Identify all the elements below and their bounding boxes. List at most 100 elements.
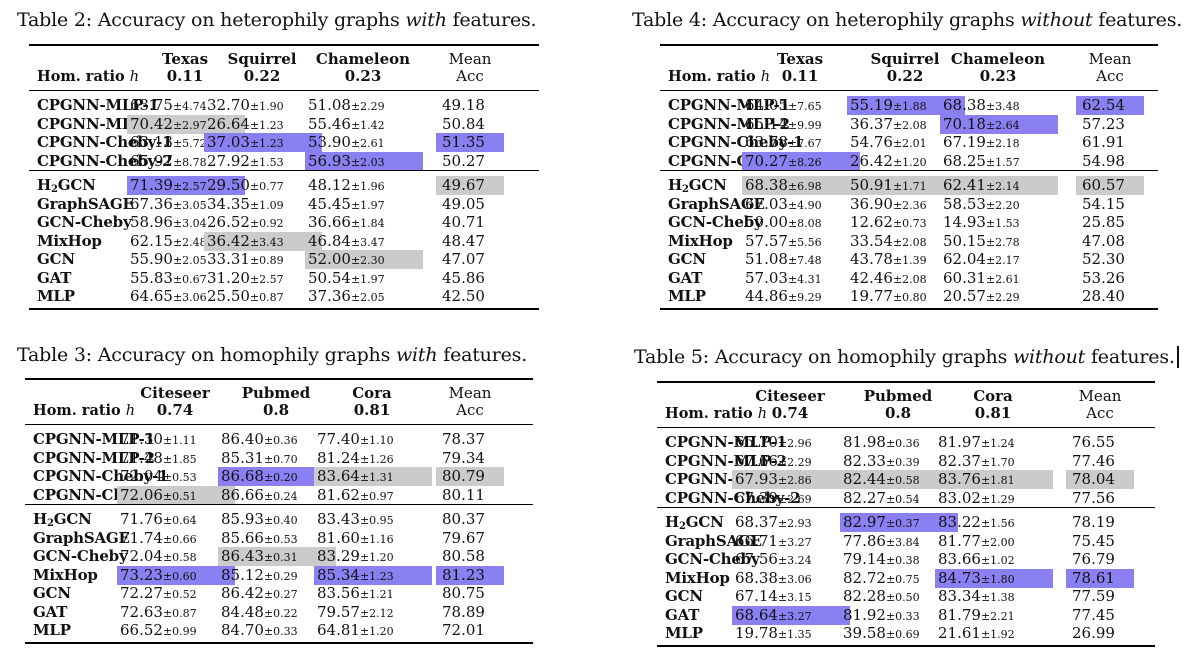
accuracy-mean: 63.13 [130, 133, 173, 151]
caption-emphasis: without [1020, 9, 1093, 31]
mean-accuracy-cell: 80.37 [436, 510, 504, 529]
accuracy-cell: 42.46±2.08 [847, 269, 965, 288]
accuracy-std: ±1.39 [892, 254, 927, 267]
accuracy-cell: 82.33±0.39 [840, 452, 958, 471]
caption-suffix: features. [1092, 9, 1183, 31]
accuracy-cell: 83.56±1.21 [314, 584, 432, 603]
mean-accuracy-cell: 77.59 [1066, 587, 1134, 606]
accuracy-cell: 82.44±0.58 [840, 470, 958, 489]
accuracy-mean: 70.18 [943, 114, 986, 133]
accuracy-std: ±1.71 [892, 180, 927, 193]
column-header-mean-acc: Mean Acc [1070, 51, 1150, 85]
accuracy-mean: 66.71 [735, 531, 778, 550]
accuracy-std: ±1.97 [350, 272, 385, 286]
accuracy-cell: 82.72±0.75 [840, 569, 958, 588]
model-name-text: GAT [665, 605, 700, 624]
accuracy-cell: 85.31±0.70 [218, 449, 336, 468]
model-name-text: GraphSAGE [668, 194, 765, 213]
column-hom-ratio: 0.74 [156, 401, 194, 419]
accuracy-cell: 67.39±2.69 [732, 489, 850, 508]
accuracy-cell: 71.30±1.11 [117, 430, 235, 449]
mean-accuracy-value: 28.40 [1082, 287, 1125, 305]
accuracy-mean: 82.37 [938, 451, 981, 470]
accuracy-mean: 68.38 [745, 176, 788, 194]
accuracy-mean: 85.34 [317, 565, 360, 584]
accuracy-mean: 65.97 [130, 151, 173, 170]
accuracy-std: ±1.81 [980, 474, 1015, 487]
accuracy-mean: 45.45 [308, 194, 351, 213]
accuracy-std: ±1.84 [350, 217, 385, 230]
model-name: MixHop [33, 566, 98, 585]
accuracy-mean: 85.31 [221, 448, 264, 467]
accuracy-std: ±0.24 [263, 489, 298, 503]
accuracy-cell: 85.93±0.40 [218, 510, 336, 529]
model-name: CPGNN-MLP-2 [668, 115, 790, 134]
mean-accuracy-cell: 61.91 [1076, 133, 1144, 152]
accuracy-std: ±8.78 [172, 155, 207, 169]
accuracy-cell: 82.37±1.70 [935, 452, 1053, 471]
accuracy-std: ±0.20 [263, 471, 298, 484]
model-name-text: CPGNN-MLP-1 [33, 430, 155, 448]
mean-accuracy-cell: 54.98 [1076, 152, 1144, 171]
model-name-subscript: 2 [681, 184, 689, 195]
accuracy-std: ±2.14 [985, 180, 1020, 193]
model-name: CPGNN-Cheby-2 [665, 489, 801, 508]
accuracy-std: ±7.65 [787, 100, 822, 113]
model-name-subscript: 2 [678, 521, 686, 532]
accuracy-cell: 65.97±8.78 [127, 152, 245, 171]
accuracy-std: ±2.86 [777, 474, 812, 487]
accuracy-mean: 50.91 [850, 176, 893, 194]
accuracy-mean: 56.93 [308, 151, 351, 170]
accuracy-std: ±8.08 [787, 217, 822, 230]
accuracy-std: ±3.43 [249, 235, 284, 249]
accuracy-mean: 55.83 [130, 268, 173, 287]
accuracy-mean: 67.66 [735, 451, 778, 470]
accuracy-mean: 81.24 [317, 448, 360, 467]
accuracy-cell: 81.62±0.97 [314, 486, 432, 505]
accuracy-std: ±0.36 [885, 437, 920, 450]
mean-header-line1: Mean [448, 50, 492, 68]
accuracy-std: ±5.72 [172, 137, 207, 150]
mean-accuracy-cell: 79.67 [436, 529, 504, 548]
accuracy-cell: 26.64±1.23 [204, 115, 322, 134]
accuracy-mean: 72.63 [120, 602, 163, 621]
accuracy-cell: 14.93±1.53 [940, 213, 1058, 232]
accuracy-mean: 58.53 [943, 194, 986, 213]
accuracy-cell: 53.90±2.61 [305, 133, 423, 152]
accuracy-mean: 82.97 [843, 513, 886, 531]
hom-ratio-var: h [125, 403, 136, 419]
accuracy-mean: 34.35 [207, 194, 250, 213]
caption-suffix: features. [446, 9, 537, 31]
table-row: GraphSAGE 67.36±3.05 34.35±1.09 45.45±1.97 4… [29, 195, 539, 214]
model-name-tail: GCN [685, 513, 724, 531]
accuracy-std: ±0.66 [162, 532, 197, 546]
table-row: H2GCN 71.76±0.64 85.93±0.40 83.43±0.95 80.37 [25, 510, 533, 529]
accuracy-mean: 72.04 [120, 467, 163, 485]
accuracy-std: ±2.78 [985, 235, 1020, 249]
accuracy-mean: 14.93 [943, 213, 986, 231]
accuracy-mean: 86.68 [221, 467, 264, 485]
hom-ratio-label: Hom. ratio h [33, 402, 135, 419]
accuracy-cell: 52.00±2.30 [305, 250, 423, 269]
accuracy-std: ±0.33 [885, 609, 920, 623]
column-hom-ratio: 0.8 [262, 401, 290, 419]
accuracy-std: ±4.31 [787, 272, 822, 286]
model-name-tail: GCN [53, 510, 92, 528]
accuracy-mean: 82.72 [843, 568, 886, 587]
column-header-texas: Texas 0.11 [750, 51, 850, 85]
accuracy-cell: 86.66±0.24 [218, 486, 336, 505]
accuracy-mean: 63.75 [130, 96, 173, 114]
accuracy-std: ±1.26 [359, 452, 394, 466]
group-rule [660, 170, 1158, 171]
model-name: GraphSAGE [665, 532, 762, 551]
mean-header-line1: Mean [1088, 50, 1132, 68]
mean-header-line2: Acc [1096, 67, 1124, 85]
accuracy-mean: 44.86 [745, 287, 788, 305]
mean-accuracy-cell: 42.50 [436, 287, 504, 306]
column-header-citeseer: Citeseer 0.74 [125, 385, 225, 419]
accuracy-cell: 72.63±0.87 [117, 603, 235, 622]
accuracy-mean: 26.52 [207, 213, 250, 231]
hom-ratio-label: Hom. ratio h [37, 68, 139, 85]
group-rule [25, 424, 533, 425]
accuracy-cell: 86.40±0.36 [218, 430, 336, 449]
